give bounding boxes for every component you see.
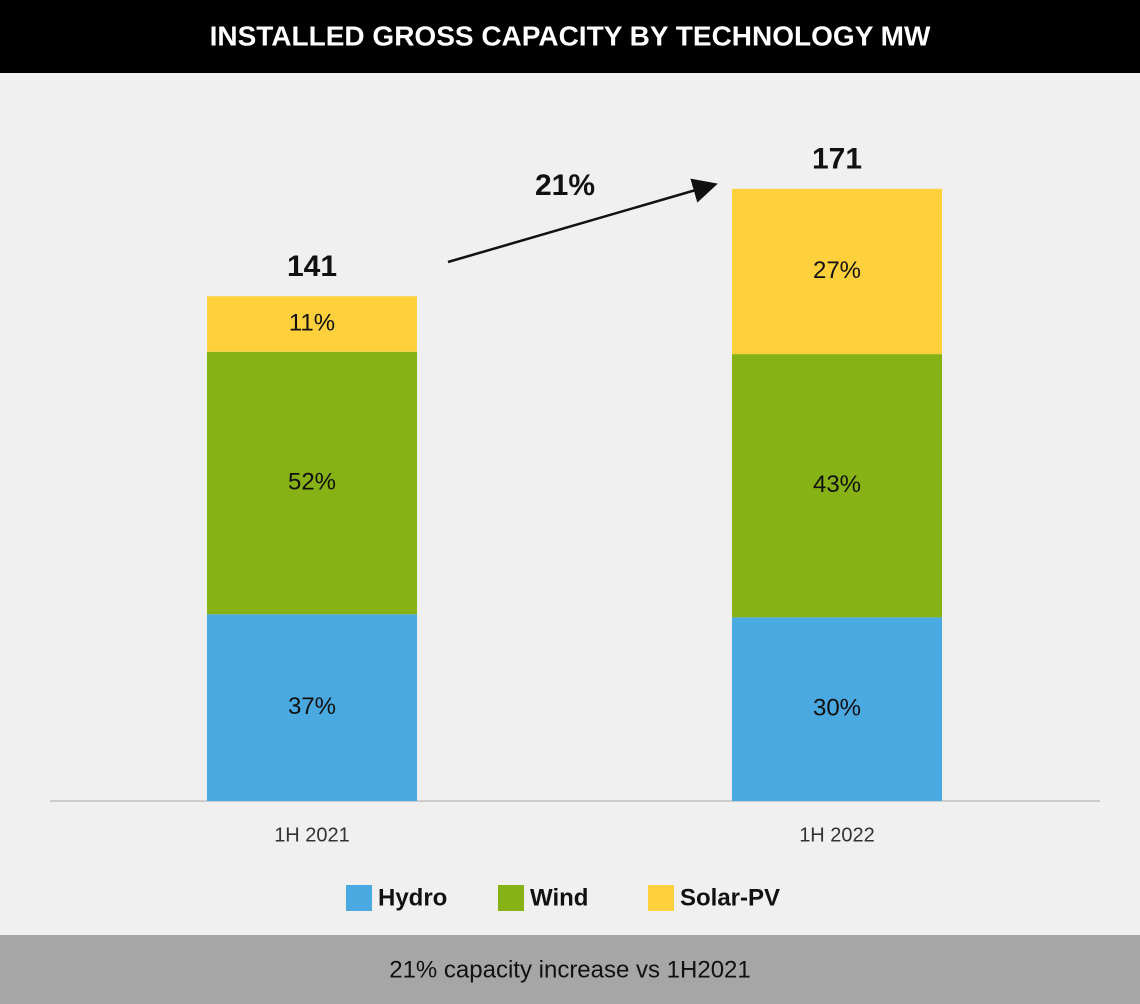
legend-label: Hydro: [378, 884, 447, 911]
segment-label: 43%: [813, 471, 861, 498]
total-label: 141: [287, 250, 337, 283]
legend-swatch: [346, 885, 372, 911]
bar-segment: [207, 296, 417, 352]
footer-bar: [0, 935, 1140, 1004]
legend-label: Wind: [530, 884, 588, 911]
bar-segment: [207, 351, 417, 615]
chart-title: INSTALLED GROSS CAPACITY BY TECHNOLOGY M…: [210, 20, 931, 51]
footer: 21% capacity increase vs 1H2021: [389, 956, 751, 983]
annotation: 21%: [535, 169, 595, 202]
segment-label: 30%: [813, 695, 861, 722]
segment-label: 27%: [813, 257, 861, 284]
title-bar: [0, 0, 1140, 73]
bar-segment: [732, 188, 942, 355]
bar-segment: [207, 614, 417, 801]
bar-segment: [732, 354, 942, 618]
segment-label: 11%: [289, 309, 335, 336]
x-tick-label: 1H 2021: [274, 824, 350, 846]
growth-arrow: [447, 178, 718, 264]
legend-label: Solar-PV: [680, 884, 780, 911]
legend-swatch: [498, 885, 524, 911]
legend-swatch: [648, 885, 674, 911]
segment-label: 52%: [288, 468, 336, 495]
total-label: 171: [812, 143, 862, 176]
bar-segment: [732, 617, 942, 801]
segment-label: 37%: [288, 693, 336, 720]
x-tick-label: 1H 2022: [799, 824, 875, 846]
